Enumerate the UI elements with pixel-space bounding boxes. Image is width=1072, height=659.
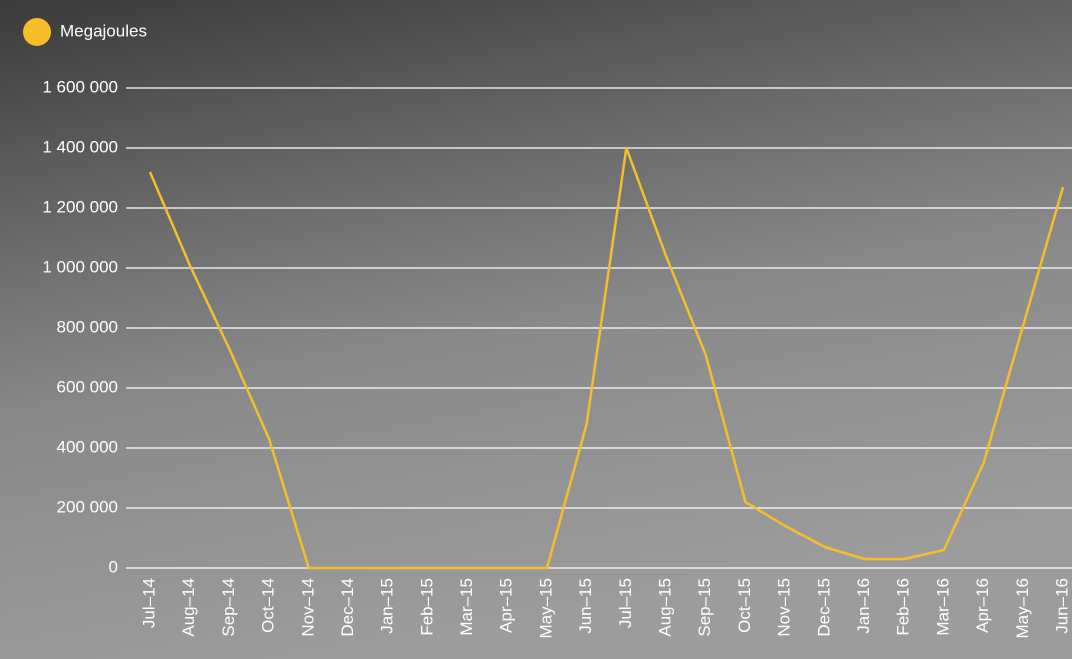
x-tick-label: Nov–14 (298, 578, 317, 637)
x-tick-label: Feb–16 (894, 578, 913, 636)
y-tick-label: 200 000 (57, 497, 118, 516)
x-tick-label: Mar–15 (457, 578, 476, 636)
x-tick-label: May–16 (1013, 578, 1032, 638)
x-tick-label: Sep–15 (695, 578, 714, 637)
data-line (148, 146, 1065, 570)
x-tick-label: Jun–15 (576, 578, 595, 634)
x-tick-label: Jan–15 (378, 578, 397, 634)
y-tick-label: 600 000 (57, 377, 118, 396)
x-tick-label: Aug–14 (179, 578, 198, 637)
legend-marker (23, 18, 51, 46)
x-tick-label: Aug–15 (656, 578, 675, 637)
x-tick-label: Mar–16 (933, 578, 952, 636)
x-tick-label: Dec–14 (338, 578, 357, 637)
y-tick-label: 0 (109, 557, 118, 576)
x-tick-label: Jul–15 (616, 578, 635, 628)
x-tick-label: May–15 (536, 578, 555, 638)
y-tick-label: 1 200 000 (42, 197, 118, 216)
y-tick-label: 1 000 000 (42, 257, 118, 276)
x-tick-label: Jan–16 (854, 578, 873, 634)
x-tick-label: Dec–15 (814, 578, 833, 637)
x-tick-label: Apr–16 (973, 578, 992, 633)
x-tick-label: Apr–15 (497, 578, 516, 633)
legend-label: Megajoules (60, 21, 147, 40)
x-tick-label: Oct–15 (735, 578, 754, 633)
y-tick-label: 1 400 000 (42, 137, 118, 156)
x-tick-label: Jul–14 (139, 578, 158, 628)
y-tick-label: 1 600 000 (42, 77, 118, 96)
x-tick-label: Oct–14 (259, 578, 278, 633)
x-tick-label: Nov–15 (775, 578, 794, 637)
x-tick-label: Feb–15 (417, 578, 436, 636)
y-tick-label: 400 000 (57, 437, 118, 456)
x-tick-label: Jun–16 (1052, 578, 1071, 634)
y-tick-label: 800 000 (57, 317, 118, 336)
x-tick-label: Sep–14 (219, 578, 238, 637)
